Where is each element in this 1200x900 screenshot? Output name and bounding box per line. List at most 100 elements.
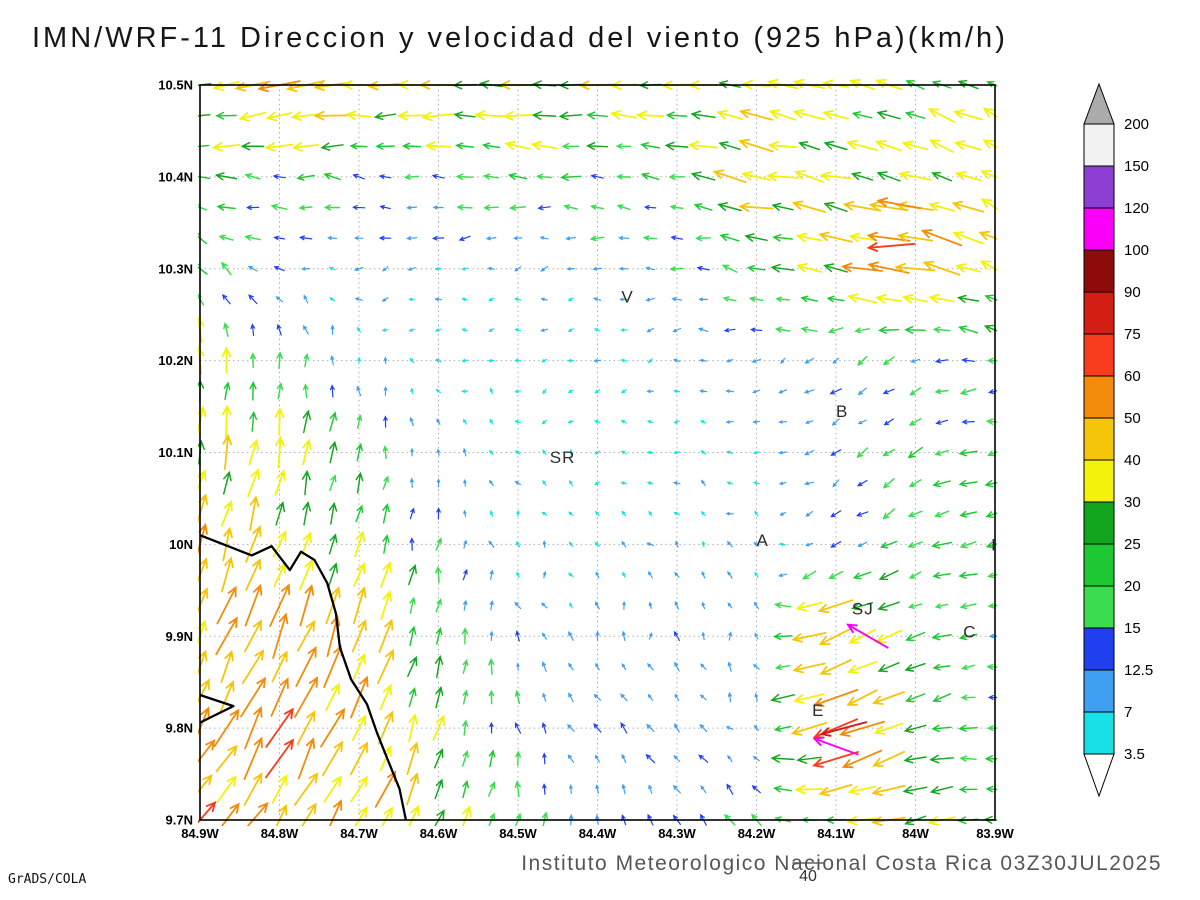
x-tick-label: 83.9W (976, 826, 1014, 841)
wind-arrow (383, 415, 388, 428)
wind-arrow (514, 721, 522, 734)
wind-arrow (489, 600, 494, 611)
wind-arrow (699, 694, 707, 701)
wind-arrow (272, 174, 286, 180)
wind-arrow (408, 687, 417, 708)
wind-arrow (561, 142, 580, 150)
wind-arrow (726, 783, 734, 795)
wind-arrow (879, 540, 898, 549)
wind-arrow (752, 663, 760, 670)
wind-arrow (832, 479, 840, 488)
wind-arrow (901, 293, 928, 304)
wind-arrow (221, 346, 232, 374)
wind-arrow (874, 629, 903, 643)
wind-arrow (673, 420, 680, 424)
wind-arrow (622, 571, 626, 578)
wind-arrow (313, 110, 351, 121)
wind-arrow (220, 499, 233, 527)
wind-arrow (647, 693, 653, 701)
wind-arrow (435, 685, 444, 709)
wind-arrow (215, 111, 237, 120)
wind-arrow (243, 736, 263, 780)
wind-arrow (514, 389, 522, 393)
wind-arrow (408, 713, 418, 743)
wind-arrow (432, 205, 444, 210)
wind-arrow (847, 785, 877, 796)
station-label: V (621, 287, 633, 306)
wind-arrow (819, 659, 852, 675)
wind-arrow (935, 419, 948, 425)
wind-arrow (515, 541, 521, 548)
wind-arrow (222, 433, 233, 470)
wind-arrow (303, 352, 310, 368)
wind-arrow (435, 358, 442, 363)
wind-arrow (406, 772, 420, 806)
wind-arrow (569, 479, 573, 486)
wind-arrow (542, 752, 547, 765)
reference-vector: 40 (792, 862, 824, 885)
wind-arrow (772, 234, 793, 242)
wind-arrow (826, 295, 845, 303)
wind-arrow (646, 327, 654, 333)
colorbar-band (1083, 333, 1115, 377)
wind-arrow (876, 171, 901, 182)
wind-arrow (483, 204, 500, 211)
wind-arrow (350, 775, 368, 803)
wind-arrow (436, 418, 441, 425)
wind-arrow (823, 263, 848, 273)
wind-arrow (748, 296, 764, 302)
wind-arrow (302, 438, 312, 466)
wind-arrow (218, 234, 234, 241)
wind-arrow (593, 723, 602, 733)
wind-arrow (302, 409, 312, 434)
wind-arrow (565, 236, 576, 241)
wind-arrow (214, 172, 238, 181)
wind-arrow (727, 570, 733, 579)
wind-arrow (903, 724, 927, 734)
wind-arrow (960, 694, 976, 701)
wind-arrow (356, 385, 362, 397)
wind-arrow (754, 632, 759, 640)
wind-arrow (271, 773, 288, 804)
wind-arrow (274, 469, 286, 496)
wind-arrow (857, 541, 868, 547)
wind-arrow (934, 388, 949, 395)
wind-arrow (792, 79, 825, 89)
colorbar-band (1083, 165, 1115, 209)
wind-arrow (854, 327, 870, 334)
colorbar-band (1083, 627, 1115, 671)
wind-arrow (752, 450, 760, 455)
wind-arrow (621, 630, 626, 642)
wind-arrow (959, 541, 977, 549)
wind-arrow (265, 707, 294, 748)
wind-arrow (795, 263, 823, 273)
wind-arrow (223, 381, 231, 401)
wind-arrow (616, 173, 631, 180)
wind-arrow (541, 602, 548, 609)
wind-arrow (852, 571, 872, 580)
wind-arrow (958, 479, 978, 487)
wind-arrow (593, 328, 601, 332)
wind-arrow (902, 785, 928, 795)
wind-arrow-strong (876, 197, 922, 210)
wind-arrow (242, 649, 265, 684)
wind-arrow (568, 692, 574, 703)
wind-arrow (409, 357, 415, 364)
wind-arrow (877, 662, 900, 673)
wind-arrow (904, 325, 926, 334)
wind-arrow (567, 420, 574, 424)
wind-arrow (323, 775, 342, 803)
wind-arrow (487, 358, 495, 363)
wind-arrow (770, 693, 795, 703)
wind-arrow (558, 111, 583, 121)
wind-arrow (567, 389, 574, 394)
wind-arrow (407, 655, 418, 678)
wind-arrow (248, 294, 258, 305)
wind-arrow (857, 419, 867, 425)
wind-arrow (669, 204, 684, 210)
wind-arrow (696, 265, 710, 271)
wind-arrow (299, 584, 315, 627)
wind-arrow (462, 418, 467, 425)
wind-arrow (882, 356, 895, 366)
station-label: SR (550, 448, 576, 467)
